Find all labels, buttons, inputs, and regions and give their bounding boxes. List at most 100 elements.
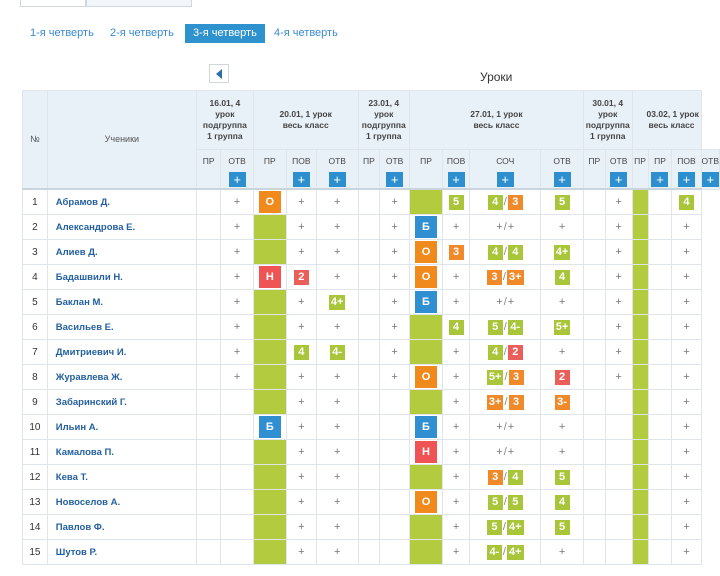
grade-cell[interactable]: + xyxy=(220,314,254,340)
grade-cell[interactable] xyxy=(647,439,673,465)
grade-cell[interactable] xyxy=(220,464,254,490)
grade-cell[interactable] xyxy=(379,414,410,440)
present-cell[interactable] xyxy=(408,514,443,540)
grade-cell[interactable]: + xyxy=(379,364,410,390)
date-header-1[interactable]: 16.01, 4 урок подгруппа 1 группа xyxy=(195,90,254,150)
grade-cell[interactable]: + xyxy=(441,389,471,415)
grade-cell[interactable]: О xyxy=(408,239,443,265)
grade-cell[interactable]: + xyxy=(379,314,410,340)
grade-cell[interactable] xyxy=(195,188,222,215)
present-cell[interactable] xyxy=(252,539,287,565)
grade-cell[interactable] xyxy=(220,414,254,440)
grade-cell[interactable]: + xyxy=(441,364,471,390)
grade-cell[interactable] xyxy=(582,214,606,240)
grade-cell[interactable]: 5+ xyxy=(540,314,584,340)
grade-cell[interactable]: 4-/4+ xyxy=(469,539,542,565)
add-grade-button[interactable]: + xyxy=(496,172,514,187)
grade-cell[interactable]: 4+ xyxy=(315,289,359,315)
grade-cell[interactable]: Н xyxy=(408,439,443,465)
grade-cell[interactable]: 4 xyxy=(540,489,584,515)
grade-cell[interactable]: + xyxy=(315,364,359,390)
student-name[interactable]: Алиев Д. xyxy=(46,239,197,265)
grade-cell[interactable]: + xyxy=(285,314,317,340)
grade-cell[interactable] xyxy=(582,439,606,465)
grade-cell[interactable]: + xyxy=(604,264,633,290)
present-cell[interactable] xyxy=(252,214,287,240)
present-cell[interactable] xyxy=(252,489,287,515)
grade-cell[interactable]: 3/4 xyxy=(469,464,542,490)
grade-cell[interactable] xyxy=(604,514,633,540)
grade-cell[interactable]: + xyxy=(441,264,471,290)
grade-cell[interactable]: 2 xyxy=(285,264,317,290)
grade-cell[interactable] xyxy=(357,339,381,365)
grade-cell[interactable]: 4 xyxy=(540,264,584,290)
present-cell[interactable] xyxy=(408,539,443,565)
grade-cell[interactable]: О xyxy=(252,188,287,215)
add-grade-button[interactable]: + xyxy=(610,172,628,187)
student-name[interactable]: Павлов Ф. xyxy=(46,514,197,540)
grade-cell[interactable]: + xyxy=(220,264,254,290)
grade-cell[interactable]: + xyxy=(379,239,410,265)
grade-cell[interactable] xyxy=(582,188,606,215)
grade-cell[interactable] xyxy=(357,489,381,515)
present-cell[interactable] xyxy=(252,464,287,490)
present-cell[interactable] xyxy=(631,289,649,315)
add-grade-button[interactable]: + xyxy=(677,172,695,187)
grade-cell[interactable]: 4/2 xyxy=(469,339,542,365)
student-name[interactable]: Шутов Р. xyxy=(46,539,197,565)
grade-cell[interactable] xyxy=(195,389,222,415)
grade-cell[interactable]: + xyxy=(315,539,359,565)
grade-cell[interactable] xyxy=(195,339,222,365)
grade-cell[interactable] xyxy=(220,514,254,540)
grade-cell[interactable]: + xyxy=(379,214,410,240)
grade-cell[interactable] xyxy=(357,314,381,340)
student-name[interactable]: Кева Т. xyxy=(46,464,197,490)
grade-cell[interactable]: О xyxy=(408,489,443,515)
student-name[interactable]: Абрамов Д. xyxy=(46,188,197,215)
grade-cell[interactable]: + xyxy=(441,439,471,465)
grade-cell[interactable]: + xyxy=(604,339,633,365)
present-cell[interactable] xyxy=(408,188,443,215)
date-header-6[interactable]: 03.02, 1 урок весь класс xyxy=(631,90,702,150)
grade-cell[interactable] xyxy=(220,489,254,515)
grade-cell[interactable]: 3- xyxy=(540,389,584,415)
grade-cell[interactable]: + xyxy=(220,188,254,215)
grade-cell[interactable]: 3/3+ xyxy=(469,264,542,290)
grade-cell[interactable]: + xyxy=(441,289,471,315)
grade-cell[interactable]: + xyxy=(315,214,359,240)
grade-cell[interactable] xyxy=(357,514,381,540)
grade-cell[interactable]: + xyxy=(285,214,317,240)
grade-cell[interactable]: 2 xyxy=(540,364,584,390)
grade-cell[interactable]: + xyxy=(671,339,702,365)
grade-cell[interactable]: + xyxy=(540,439,584,465)
grade-cell[interactable] xyxy=(582,489,606,515)
grade-cell[interactable]: + xyxy=(315,264,359,290)
grade-cell[interactable] xyxy=(604,539,633,565)
grade-cell[interactable]: 3 xyxy=(441,239,471,265)
grade-cell[interactable]: + xyxy=(671,389,702,415)
present-cell[interactable] xyxy=(631,214,649,240)
date-header-4[interactable]: 27.01, 1 урок весь класс xyxy=(408,90,584,150)
grade-cell[interactable]: 5 xyxy=(540,514,584,540)
grade-cell[interactable]: 4+ xyxy=(540,239,584,265)
grade-cell[interactable]: + xyxy=(220,239,254,265)
grade-cell[interactable]: Б xyxy=(408,289,443,315)
tab-quarter-1[interactable]: 1-я четверть xyxy=(30,27,94,39)
student-name[interactable]: Баклан М. xyxy=(46,289,197,315)
grade-cell[interactable]: + xyxy=(540,289,584,315)
grade-cell[interactable]: + xyxy=(285,239,317,265)
grade-cell[interactable] xyxy=(357,414,381,440)
grade-cell[interactable] xyxy=(357,364,381,390)
tab-quarter-4[interactable]: 4-я четверть xyxy=(274,27,338,39)
grade-cell[interactable]: + xyxy=(540,414,584,440)
student-name[interactable]: Васильев Е. xyxy=(46,314,197,340)
grade-cell[interactable]: + xyxy=(315,314,359,340)
grade-cell[interactable] xyxy=(357,188,381,215)
grade-cell[interactable]: + xyxy=(540,539,584,565)
grade-cell[interactable]: + xyxy=(671,514,702,540)
grade-cell[interactable]: + xyxy=(220,339,254,365)
grade-cell[interactable]: + xyxy=(315,514,359,540)
grade-cell[interactable]: + xyxy=(315,239,359,265)
present-cell[interactable] xyxy=(252,514,287,540)
present-cell[interactable] xyxy=(631,188,649,215)
